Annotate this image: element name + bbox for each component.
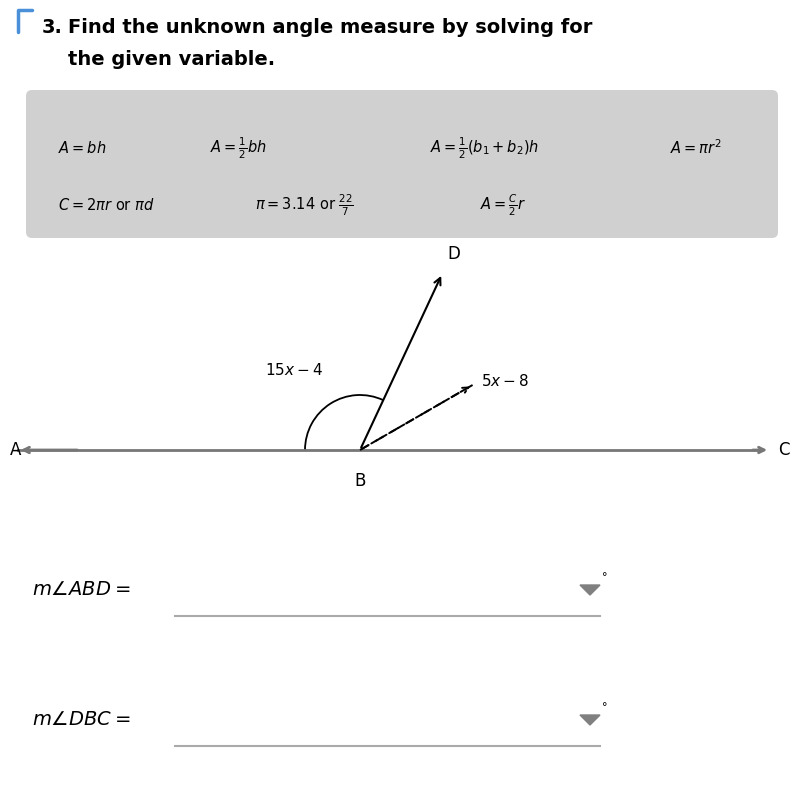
Text: $\pi = 3.14\ \mathrm{or}\ \frac{22}{7}$: $\pi = 3.14\ \mathrm{or}\ \frac{22}{7}$ (255, 192, 354, 218)
Text: $A = \frac{1}{2}(b_1 + b_2)h$: $A = \frac{1}{2}(b_1 + b_2)h$ (430, 135, 539, 161)
Text: $A = \frac{C}{2}r$: $A = \frac{C}{2}r$ (480, 192, 526, 218)
Polygon shape (580, 715, 600, 725)
Text: $5x - 8$: $5x - 8$ (481, 373, 529, 389)
Text: $A = \pi r^2$: $A = \pi r^2$ (670, 139, 722, 157)
Polygon shape (580, 585, 600, 595)
FancyBboxPatch shape (26, 90, 778, 238)
Text: °: ° (602, 572, 607, 582)
Text: A: A (10, 441, 22, 459)
Text: D: D (447, 245, 460, 264)
Text: $m\angle DBC =$: $m\angle DBC =$ (32, 711, 130, 729)
Text: $A = bh$: $A = bh$ (58, 140, 106, 156)
Text: $15x - 4$: $15x - 4$ (265, 362, 323, 378)
Text: $A = \frac{1}{2}bh$: $A = \frac{1}{2}bh$ (210, 135, 266, 161)
Text: $m\angle ABD =$: $m\angle ABD =$ (32, 581, 130, 599)
Text: Find the unknown angle measure by solving for: Find the unknown angle measure by solvin… (68, 18, 592, 37)
Text: the given variable.: the given variable. (68, 50, 275, 69)
Text: °: ° (602, 702, 607, 712)
Text: B: B (354, 472, 366, 490)
Text: $C = 2\pi r\ \mathrm{or}\ \pi d$: $C = 2\pi r\ \mathrm{or}\ \pi d$ (58, 197, 155, 213)
Text: C: C (778, 441, 790, 459)
Text: 3.: 3. (42, 18, 63, 37)
